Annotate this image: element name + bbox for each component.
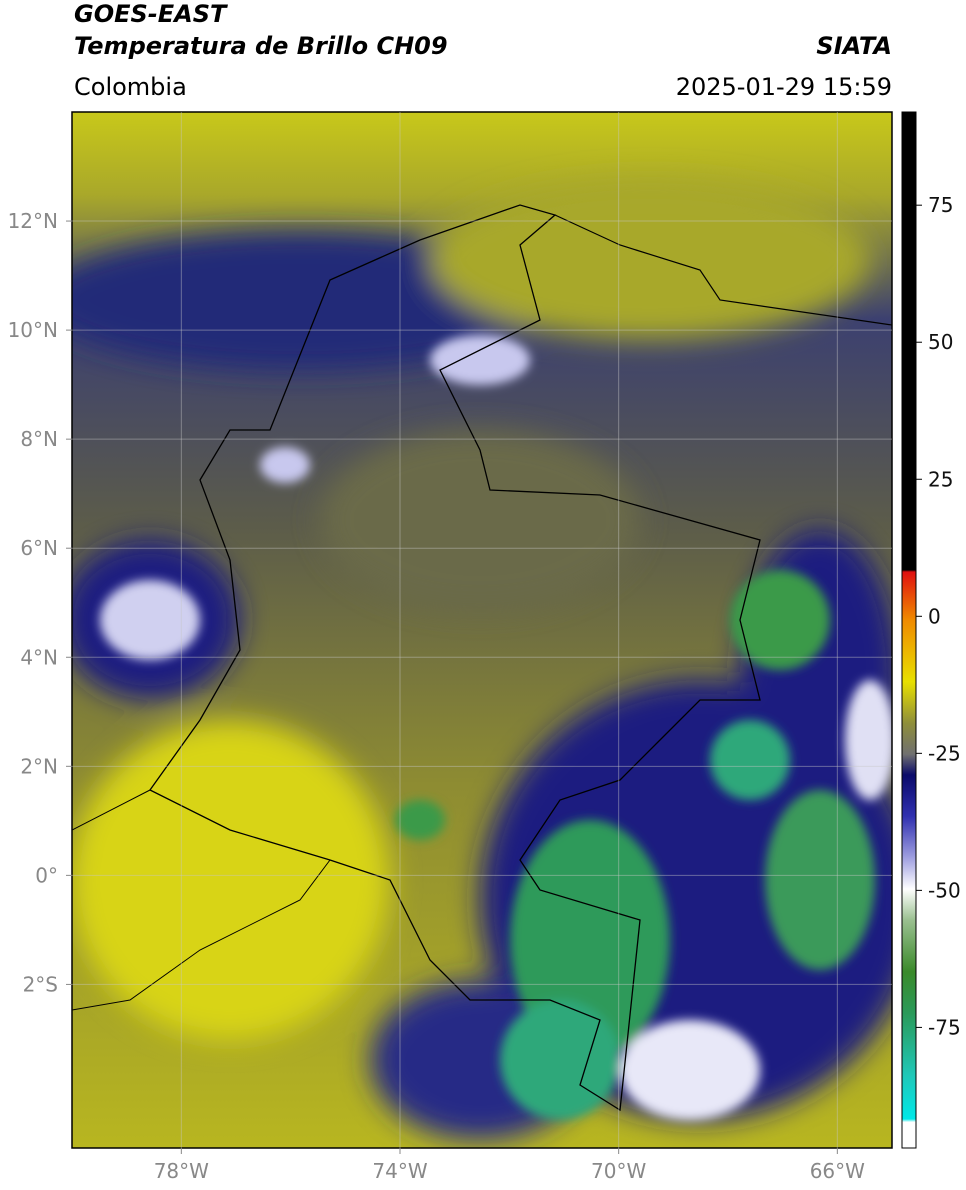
colorbar-tick-label: -50 [928,878,961,902]
colorbar-tick-label: 25 [928,467,953,491]
colorbar-tick-label: -75 [928,1015,961,1039]
y-tick-label: 0° [35,863,58,887]
colorbar-tick-label: 75 [928,193,953,217]
y-tick-label: 10°N [8,318,58,342]
datetime: 2025-01-29 15:59 [676,73,892,101]
colorbar-tick-label: 0 [928,604,941,628]
x-tick-label: 70°W [591,1159,646,1183]
x-tick-label: 74°W [372,1159,427,1183]
y-tick-label: 12°N [8,209,58,233]
y-tick-label: 4°N [20,645,58,669]
colorbar [901,111,917,1149]
subtitle: Temperatura de Brillo CH09 [74,32,448,60]
y-tick-label: 2°S [23,972,58,996]
map-frame [71,111,893,1149]
colorbar-tick-label: 50 [928,330,953,354]
x-tick-label: 66°W [810,1159,865,1183]
y-tick-label: 8°N [20,427,58,451]
colorbar-tick-label: -25 [928,741,961,765]
y-tick-label: 2°N [20,754,58,778]
region: Colombia [74,73,187,101]
title: GOES-EAST [74,0,228,28]
y-tick-label: 6°N [20,536,58,560]
x-tick-label: 78°W [154,1159,209,1183]
source: SIATA [816,32,892,60]
satellite-image [72,112,892,1148]
